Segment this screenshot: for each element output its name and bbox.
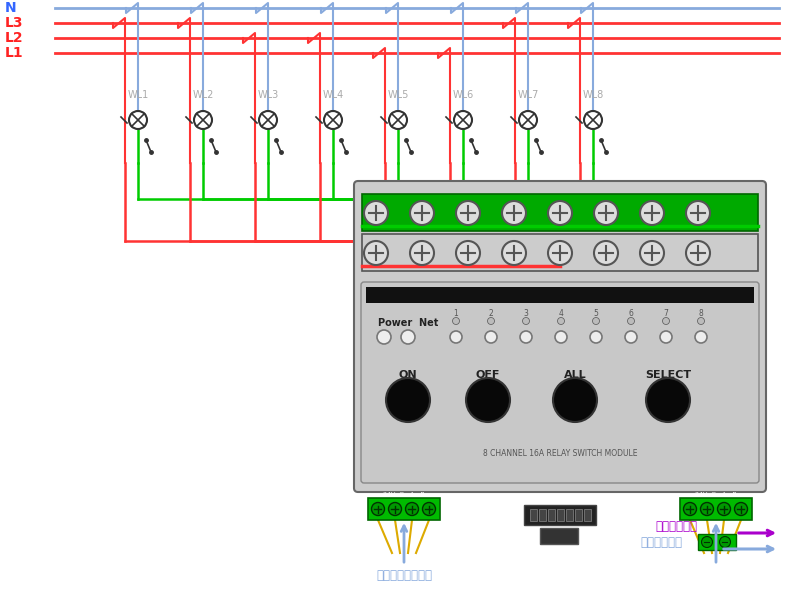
Text: 2: 2 (488, 310, 493, 318)
Circle shape (720, 537, 731, 548)
Bar (539, 509, 546, 521)
Text: 8: 8 (698, 310, 703, 318)
FancyBboxPatch shape (361, 282, 759, 483)
Circle shape (502, 201, 526, 225)
Text: WL6: WL6 (452, 90, 473, 100)
Text: 引至消防主机: 引至消防主机 (655, 520, 697, 534)
Text: WL2: WL2 (193, 90, 214, 100)
Circle shape (627, 318, 634, 324)
Circle shape (594, 241, 618, 265)
Circle shape (640, 201, 664, 225)
Circle shape (548, 241, 572, 265)
Circle shape (548, 201, 572, 225)
Bar (530, 509, 537, 521)
Bar (548, 509, 555, 521)
Circle shape (660, 331, 672, 343)
Bar (584, 509, 591, 521)
Circle shape (410, 241, 434, 265)
Circle shape (485, 331, 497, 343)
Text: 7: 7 (664, 310, 668, 318)
Text: 6: 6 (629, 310, 634, 318)
Circle shape (453, 318, 459, 324)
Circle shape (646, 378, 690, 422)
Circle shape (663, 318, 670, 324)
Circle shape (377, 330, 391, 344)
Text: WL5: WL5 (387, 90, 409, 100)
Circle shape (590, 331, 602, 343)
Circle shape (625, 331, 637, 343)
Text: 24V  G   A   B: 24V G A B (383, 492, 424, 497)
Circle shape (695, 331, 707, 343)
Text: WL3: WL3 (257, 90, 279, 100)
FancyBboxPatch shape (524, 505, 596, 525)
Text: 引至下个模块: 引至下个模块 (640, 537, 682, 550)
Text: L3: L3 (5, 16, 24, 30)
Text: 24V  G   A   B: 24V G A B (695, 492, 737, 497)
Text: 1: 1 (454, 310, 458, 318)
Circle shape (401, 330, 415, 344)
Circle shape (364, 241, 388, 265)
FancyBboxPatch shape (680, 498, 752, 520)
Text: Power  Net: Power Net (378, 318, 438, 328)
Circle shape (410, 201, 434, 225)
Text: 从上一个模块引入: 从上一个模块引入 (376, 569, 432, 582)
Bar (575, 509, 582, 521)
Text: OFF: OFF (476, 370, 500, 380)
Circle shape (466, 378, 510, 422)
Circle shape (502, 241, 526, 265)
Circle shape (553, 378, 597, 422)
Circle shape (555, 331, 567, 343)
Circle shape (386, 378, 430, 422)
Text: 4: 4 (559, 310, 563, 318)
Circle shape (372, 502, 384, 515)
Text: WL4: WL4 (323, 90, 344, 100)
Circle shape (701, 537, 712, 548)
Circle shape (735, 502, 747, 515)
Text: WL1: WL1 (127, 90, 148, 100)
Text: N: N (5, 1, 17, 15)
Bar (540, 528, 578, 544)
Circle shape (593, 318, 600, 324)
Bar (566, 509, 573, 521)
Circle shape (717, 502, 731, 515)
Circle shape (594, 201, 618, 225)
Circle shape (686, 241, 710, 265)
Circle shape (406, 502, 418, 515)
Circle shape (697, 318, 705, 324)
Circle shape (520, 331, 532, 343)
Text: SELECT: SELECT (645, 370, 691, 380)
Circle shape (701, 502, 713, 515)
Bar (362, 194, 758, 231)
Circle shape (422, 502, 436, 515)
Text: ALL: ALL (563, 370, 586, 380)
Circle shape (683, 502, 697, 515)
Text: 5: 5 (593, 310, 598, 318)
Bar (557, 509, 564, 521)
Text: 8 CHANNEL 16A RELAY SWITCH MODULE: 8 CHANNEL 16A RELAY SWITCH MODULE (483, 449, 638, 458)
Text: 3: 3 (524, 310, 529, 318)
Text: WL8: WL8 (582, 90, 604, 100)
FancyBboxPatch shape (368, 498, 440, 520)
Text: L2: L2 (5, 31, 24, 45)
FancyBboxPatch shape (354, 181, 766, 492)
Circle shape (686, 201, 710, 225)
Circle shape (522, 318, 529, 324)
FancyBboxPatch shape (698, 534, 736, 550)
Circle shape (640, 241, 664, 265)
Circle shape (558, 318, 564, 324)
Circle shape (364, 201, 388, 225)
Bar (366, 287, 754, 303)
Bar (362, 234, 758, 271)
Text: ON: ON (398, 370, 417, 380)
Circle shape (450, 331, 462, 343)
Text: L1: L1 (5, 46, 24, 60)
Circle shape (488, 318, 495, 324)
Circle shape (456, 241, 480, 265)
Circle shape (388, 502, 402, 515)
Circle shape (456, 201, 480, 225)
Text: WL7: WL7 (518, 90, 539, 100)
